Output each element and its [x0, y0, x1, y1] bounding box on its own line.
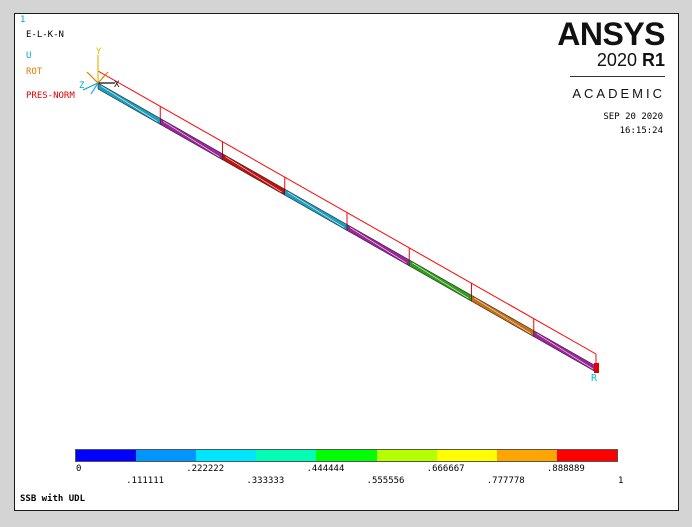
contour-label-lower: 1 — [618, 476, 624, 486]
contour-band — [316, 450, 377, 461]
window-number: 1 — [20, 15, 26, 25]
contour-band — [76, 450, 137, 461]
contour-scale-bar — [75, 449, 618, 462]
displacement-legend: U — [26, 51, 32, 61]
plot-title: SSB with UDL — [20, 494, 86, 504]
axis-y-label: Y — [96, 47, 102, 57]
beam-element-centerline — [349, 227, 407, 264]
logo-version: 2020 R1 — [597, 50, 665, 71]
beam-model-view: Y Z X R — [79, 47, 599, 384]
axis-x-label: X — [114, 80, 120, 90]
graphics-viewport[interactable]: 1 E-L-K-N U ROT PRES-NORM ANSYS 2020 R1 … — [14, 13, 679, 511]
contour-band — [496, 450, 557, 461]
logo-brand: ANSYS — [557, 16, 665, 52]
plot-time: 16:15:24 — [619, 126, 663, 136]
logo-edition: ACADEMIC — [572, 86, 665, 101]
axis-z-label: Z — [79, 81, 85, 91]
contour-label-upper: 0 — [76, 464, 82, 474]
beam-element-centerline — [474, 297, 531, 334]
plot-date: SEP 20 2020 — [603, 112, 663, 122]
contour-label-upper: .222222 — [186, 464, 225, 474]
contour-band — [376, 450, 437, 461]
contour-band — [256, 450, 317, 461]
end-node-label: R — [591, 373, 598, 384]
contour-label-upper: .444444 — [306, 464, 345, 474]
logo-version-release: R1 — [641, 50, 665, 70]
beam-elements — [97, 82, 599, 373]
rotation-legend: ROT — [26, 67, 43, 77]
beam-element-centerline — [225, 156, 282, 193]
contour-label-upper: .888889 — [546, 464, 585, 474]
logo-version-year: 2020 — [596, 50, 637, 70]
logo-divider — [570, 76, 665, 77]
contour-label-upper: .666667 — [426, 464, 465, 474]
contour-band — [136, 450, 197, 461]
contour-label-lower: .777778 — [486, 476, 525, 486]
beam-element-centerline — [536, 333, 594, 370]
contour-band — [196, 450, 257, 461]
axis-triad-icon: Y Z X — [79, 47, 120, 95]
beam-element-centerline — [100, 85, 158, 122]
contour-band — [436, 450, 497, 461]
end-node-marker — [594, 363, 599, 373]
contour-label-lower: .111111 — [126, 476, 165, 486]
beam-element-centerline — [163, 121, 220, 158]
beam-element-centerline — [287, 191, 345, 228]
contour-label-lower: .333333 — [246, 476, 285, 486]
contour-band — [556, 450, 617, 461]
pressure-legend: PRES-NORM — [26, 91, 75, 101]
contour-label-lower: .555556 — [366, 476, 405, 486]
beam-element-centerline — [412, 262, 469, 299]
element-label-legend: E-L-K-N — [26, 30, 64, 40]
